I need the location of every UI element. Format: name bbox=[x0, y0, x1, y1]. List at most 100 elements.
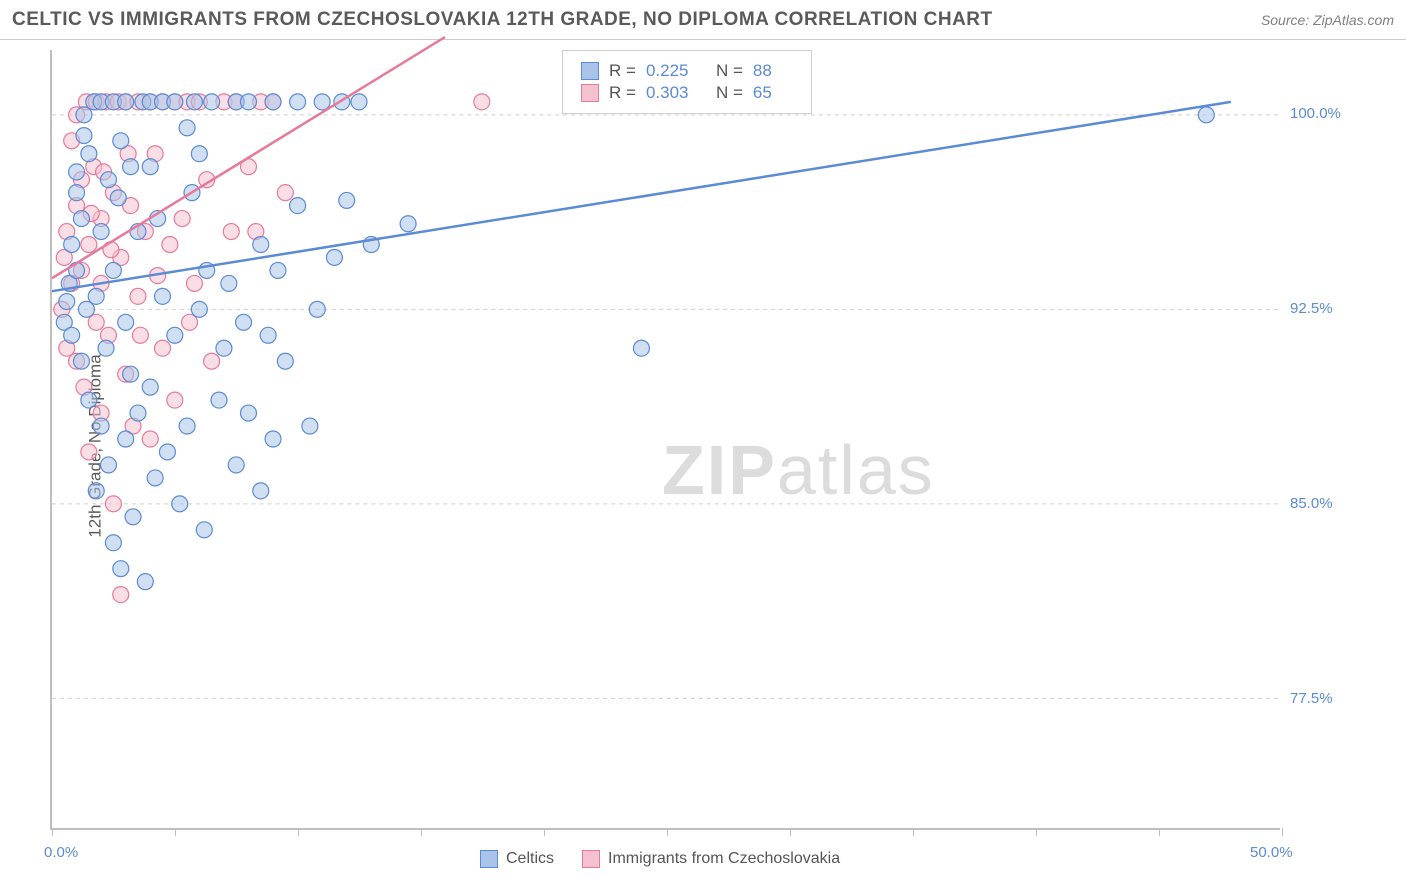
data-point bbox=[105, 496, 121, 512]
data-point bbox=[130, 288, 146, 304]
data-point bbox=[155, 340, 171, 356]
data-point bbox=[204, 353, 220, 369]
data-point bbox=[314, 94, 330, 110]
data-point bbox=[196, 522, 212, 538]
data-point bbox=[105, 535, 121, 551]
data-point bbox=[159, 444, 175, 460]
data-point bbox=[277, 353, 293, 369]
xtick-label: 50.0% bbox=[1250, 844, 1293, 861]
data-point bbox=[155, 288, 171, 304]
data-point bbox=[633, 340, 649, 356]
xtick-label: 0.0% bbox=[44, 844, 78, 861]
data-point bbox=[142, 379, 158, 395]
data-point bbox=[240, 405, 256, 421]
data-point bbox=[88, 288, 104, 304]
data-point bbox=[265, 94, 281, 110]
data-point bbox=[240, 94, 256, 110]
data-point bbox=[125, 509, 141, 525]
data-point bbox=[69, 185, 85, 201]
data-point bbox=[118, 94, 134, 110]
r-prefix: R = bbox=[609, 83, 636, 103]
data-point bbox=[130, 405, 146, 421]
data-point bbox=[179, 418, 195, 434]
data-point bbox=[93, 418, 109, 434]
legend-item-immigrants: Immigrants from Czechoslovakia bbox=[582, 850, 840, 868]
data-point bbox=[81, 392, 97, 408]
data-point bbox=[162, 237, 178, 253]
data-point bbox=[110, 190, 126, 206]
data-point bbox=[474, 94, 490, 110]
data-point bbox=[253, 237, 269, 253]
ytick-label: 77.5% bbox=[1290, 690, 1333, 707]
data-point bbox=[64, 327, 80, 343]
data-point bbox=[98, 340, 114, 356]
data-point bbox=[123, 159, 139, 175]
data-point bbox=[204, 94, 220, 110]
data-point bbox=[76, 128, 92, 144]
trend-line bbox=[52, 102, 1231, 291]
source-attribution: Source: ZipAtlas.com bbox=[1261, 12, 1394, 28]
data-point bbox=[167, 327, 183, 343]
plot-svg bbox=[52, 50, 1280, 828]
data-point bbox=[277, 185, 293, 201]
r-value-celtics: 0.225 bbox=[646, 61, 706, 81]
xtick-mark bbox=[421, 828, 422, 836]
data-point bbox=[118, 431, 134, 447]
correlation-legend: R = 0.225 N = 88 R = 0.303 N = 65 bbox=[562, 50, 812, 114]
data-point bbox=[69, 262, 85, 278]
data-point bbox=[137, 574, 153, 590]
xtick-mark bbox=[667, 828, 668, 836]
data-point bbox=[270, 262, 286, 278]
data-point bbox=[260, 327, 276, 343]
data-point bbox=[302, 418, 318, 434]
data-point bbox=[265, 431, 281, 447]
data-point bbox=[113, 133, 129, 149]
data-point bbox=[101, 457, 117, 473]
n-prefix: N = bbox=[716, 83, 743, 103]
legend-item-celtics: Celtics bbox=[480, 850, 554, 868]
r-value-immigrants: 0.303 bbox=[646, 83, 706, 103]
data-point bbox=[326, 249, 342, 265]
n-prefix: N = bbox=[716, 61, 743, 81]
data-point bbox=[290, 198, 306, 214]
swatch-celtics bbox=[480, 850, 498, 868]
data-point bbox=[309, 301, 325, 317]
xtick-mark bbox=[913, 828, 914, 836]
xtick-mark bbox=[52, 828, 53, 836]
data-point bbox=[123, 366, 139, 382]
data-point bbox=[223, 224, 239, 240]
data-point bbox=[88, 483, 104, 499]
ytick-label: 92.5% bbox=[1290, 300, 1333, 317]
data-point bbox=[216, 340, 232, 356]
data-point bbox=[186, 275, 202, 291]
data-point bbox=[64, 237, 80, 253]
data-point bbox=[142, 159, 158, 175]
data-point bbox=[339, 192, 355, 208]
data-point bbox=[236, 314, 252, 330]
data-point bbox=[93, 224, 109, 240]
data-point bbox=[132, 327, 148, 343]
data-point bbox=[81, 146, 97, 162]
swatch-celtics bbox=[581, 62, 599, 80]
data-point bbox=[172, 496, 188, 512]
scatter-series-immigrants bbox=[54, 94, 490, 603]
xtick-mark bbox=[1036, 828, 1037, 836]
data-point bbox=[167, 94, 183, 110]
data-point bbox=[147, 470, 163, 486]
data-point bbox=[113, 587, 129, 603]
data-point bbox=[142, 431, 158, 447]
data-point bbox=[351, 94, 367, 110]
data-point bbox=[253, 483, 269, 499]
n-value-immigrants: 65 bbox=[753, 83, 793, 103]
data-point bbox=[228, 457, 244, 473]
data-point bbox=[191, 301, 207, 317]
data-point bbox=[118, 314, 134, 330]
data-point bbox=[1198, 107, 1214, 123]
data-point bbox=[290, 94, 306, 110]
data-point bbox=[81, 444, 97, 460]
data-point bbox=[221, 275, 237, 291]
xtick-mark bbox=[790, 828, 791, 836]
data-point bbox=[186, 94, 202, 110]
data-point bbox=[105, 262, 121, 278]
xtick-mark bbox=[298, 828, 299, 836]
